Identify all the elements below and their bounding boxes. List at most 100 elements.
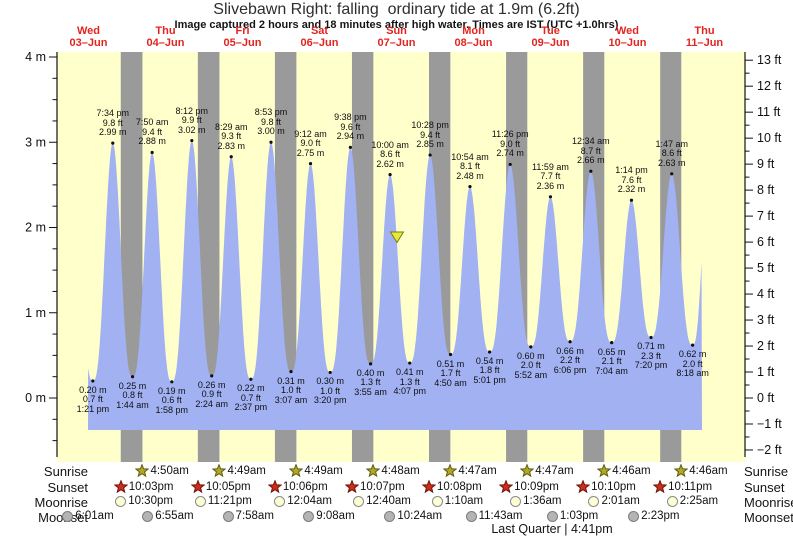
moonset-moon-icon [142, 511, 154, 522]
moonset-entry: 11:43am [465, 510, 522, 523]
moon-phase-label: Last Quarter | 4:41pm [491, 522, 613, 536]
sunrise-entry: 4:48am [366, 464, 420, 478]
moonset-moon-icon [546, 511, 558, 522]
moonrise-entry: 2:01am [588, 495, 640, 508]
moonset-entry: 7:58am [222, 510, 274, 523]
sunset-star-icon [422, 480, 436, 494]
low-tide-annotation: 0.22 m 0.7 ft 2:37 pm [234, 383, 268, 413]
tide-extreme-dot [388, 173, 392, 177]
tide-extreme-dot [111, 141, 115, 145]
tide-extreme-dot [150, 150, 154, 155]
low-tide-annotation: 0.20 m 0.7 ft 1:21 pm [76, 384, 110, 414]
right-axis-label: 6 ft [757, 235, 775, 249]
astro-row-label-moonrise: Moonrise [34, 495, 88, 510]
sunrise-entry: 4:50am [135, 464, 189, 478]
low-tide-annotation: 0.71 m 2.3 ft 7:20 pm [634, 341, 668, 371]
low-tide-annotation: 0.26 m 0.9 ft 2:24 am [195, 379, 228, 409]
moonset-moon-icon [384, 511, 396, 522]
astro-row-label-moonrise: Moonrise [744, 495, 793, 510]
sunset-star-icon [267, 480, 282, 494]
high-tide-annotation: 9:38 pm 9.6 ft 2.94 m [334, 112, 367, 142]
astro-row-label-moonset: Moonset [744, 510, 793, 525]
right-axis-label: 7 ft [757, 209, 775, 223]
right-axis-label: 5 ft [757, 261, 775, 275]
moonrise-entry: 11:21pm [194, 495, 252, 508]
tide-extreme-dot [130, 375, 135, 379]
sunrise-entry: 4:47am [443, 464, 497, 478]
tide-extreme-dot [610, 340, 614, 345]
low-tide-annotation: 0.30 m 1.0 ft 3:20 pm [313, 376, 347, 406]
right-axis-label: 12 ft [757, 79, 782, 93]
moonrise-moon-icon [666, 496, 678, 507]
right-axis-label: 1 ft [757, 365, 775, 379]
high-tide-annotation: 1:14 pm 7.6 ft 2.32 m [615, 165, 648, 195]
tide-extreme-dot [529, 345, 533, 349]
moonrise-entry: 2:25am [666, 495, 718, 508]
sunrise-entry: 4:47am [520, 464, 574, 478]
sunrise-star-icon [520, 464, 535, 478]
day-label: Fri 05–Jun [223, 25, 262, 49]
day-label: Wed 10–Jun [608, 25, 647, 49]
low-tide-annotation: 0.41 m 1.3 ft 4:07 pm [393, 367, 426, 397]
tide-extreme-dot [269, 140, 273, 144]
day-label: Tue 09–Jun [531, 25, 570, 49]
moonrise-entry: 10:30pm [115, 495, 173, 508]
sunset-entry: 10:07pm [344, 480, 405, 494]
moonrise-entry: 12:04am [274, 495, 332, 508]
tide-extreme-dot [508, 162, 512, 167]
tide-extreme-dot [428, 153, 432, 157]
sunrise-entry: 4:46am [597, 464, 651, 478]
tide-extreme-dot [229, 155, 233, 159]
left-axis-label: 0 m [25, 391, 46, 405]
low-tide-annotation: 0.62 m 2.0 ft 8:18 am [676, 349, 709, 379]
right-axis-label: 3 ft [757, 313, 775, 327]
tide-extreme-dot [589, 169, 593, 173]
tide-area [88, 140, 702, 430]
tide-extreme-dot [210, 374, 214, 378]
astro-row-label-sunrise: Sunrise [744, 464, 789, 479]
sunset-star-icon [576, 480, 591, 494]
tide-extreme-dot [289, 369, 293, 374]
high-tide-annotation: 10:54 am 8.1 ft 2.48 m [451, 151, 489, 181]
sunset-entry: 10:05pm [190, 480, 251, 494]
high-tide-annotation: 12:34 am 8.7 ft 2.66 m [572, 136, 610, 166]
right-axis-label: 2 ft [757, 339, 775, 353]
right-axis-label: 0 ft [757, 391, 775, 405]
right-axis-label: 13 ft [757, 53, 782, 67]
right-axis-label: −2 ft [757, 443, 782, 457]
tide-extreme-dot [308, 161, 313, 166]
sunset-entry: 10:08pm [422, 480, 482, 494]
left-axis-label: 2 m [25, 221, 46, 235]
day-label: Thu 11–Jun [685, 25, 724, 49]
right-axis-label: 9 ft [757, 157, 775, 171]
sunrise-star-icon [674, 464, 689, 478]
high-tide-annotation: 10:28 pm 9.4 ft 2.85 m [411, 120, 449, 150]
low-tide-annotation: 0.31 m 1.0 ft 3:07 am [274, 375, 308, 405]
low-tide-annotation: 0.51 m 1.7 ft 4:50 am [434, 358, 467, 388]
low-tide-annotation: 0.65 m 2.1 ft 7:04 am [595, 346, 628, 376]
moonset-entry: 6:55am [142, 510, 194, 523]
right-axis-label: 10 ft [757, 131, 782, 145]
low-tide-annotation: 0.60 m 2.0 ft 5:52 am [514, 350, 548, 380]
right-axis-label: −1 ft [757, 417, 782, 431]
sunset-entry: 10:09pm [499, 480, 559, 494]
tide-extreme-dot [468, 184, 472, 189]
moonset-moon-icon [628, 511, 640, 522]
sunrise-star-icon [443, 464, 458, 478]
tide-extreme-dot [368, 362, 373, 366]
high-tide-annotation: 1:47 am 8.6 ft 2.63 m [655, 138, 688, 168]
sunrise-star-icon [597, 464, 612, 478]
sunset-star-icon [499, 480, 514, 494]
tide-extreme-dot [91, 379, 95, 383]
tide-extreme-dot [691, 343, 695, 347]
moonrise-moon-icon [431, 496, 443, 507]
moonset-moon-icon [303, 511, 315, 522]
tide-extreme-dot [170, 380, 174, 384]
tide-extreme-dot [328, 370, 332, 375]
tide-extreme-dot [249, 377, 253, 381]
day-label: Sun 07–Jun [377, 25, 416, 49]
moonrise-moon-icon [353, 496, 365, 507]
tide-extreme-dot [487, 350, 492, 354]
